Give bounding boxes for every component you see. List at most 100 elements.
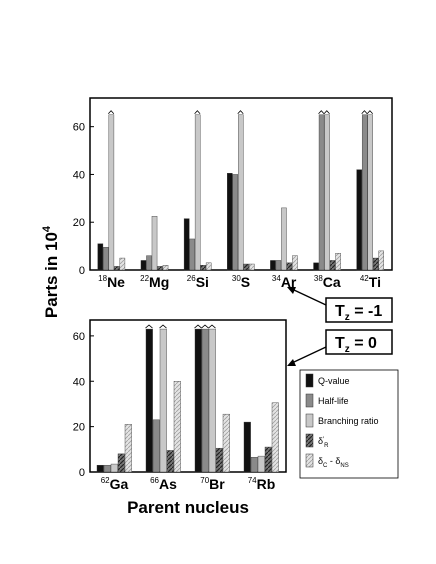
bar-half-life <box>189 238 195 271</box>
bar-break-mark <box>159 324 167 329</box>
bar-half-life <box>152 419 160 473</box>
bar-half-life <box>103 247 109 271</box>
bar-q-value <box>140 260 147 271</box>
bar-q-value <box>194 328 202 473</box>
bar-branching-ratio <box>194 114 201 271</box>
bar-delta-c <box>378 250 384 271</box>
y-tick-label: 40 <box>73 169 85 181</box>
tz-minus1-arrow <box>293 289 327 306</box>
bar-break-mark <box>323 110 330 114</box>
bar-delta-r <box>264 446 272 473</box>
legend: Q-value Half-life Branching ratio δ′R δC - δ… <box>299 369 399 479</box>
category-label: 30S <box>232 274 250 290</box>
tz-zero-label: Tz = 0 <box>335 335 377 355</box>
tz-zero-box <box>325 329 393 355</box>
legend-label-branching-ratio: Branching ratio <box>318 416 379 426</box>
bar-q-value <box>183 218 190 271</box>
bar-half-life <box>318 114 325 271</box>
legend-label-q-value: Q-value <box>318 376 350 386</box>
y-tick-label: 40 <box>73 376 85 388</box>
bar-branching-ratio <box>208 328 216 473</box>
tz-minus1-label: Tz = -1 <box>335 303 382 323</box>
bar-q-value <box>313 262 319 271</box>
bar-delta-c <box>222 413 230 473</box>
bar-break-mark <box>237 110 244 114</box>
bar-delta-r <box>329 260 336 271</box>
bar-branching-ratio <box>151 216 158 271</box>
bar-break-mark <box>194 324 202 329</box>
category-label: 18Ne <box>98 274 125 290</box>
bar-delta-r <box>166 450 174 473</box>
category-label: 66As <box>150 476 177 492</box>
legend-swatch-half-life <box>305 393 314 408</box>
bar-branching-ratio <box>238 114 244 271</box>
bar-delta-r <box>114 266 120 271</box>
bar-break-mark <box>201 324 209 329</box>
category-label: 22Mg <box>140 274 169 290</box>
bar-delta-c <box>249 263 255 271</box>
bar-branching-ratio <box>110 463 118 473</box>
bar-delta-r <box>117 453 125 473</box>
y-tick-label: 60 <box>73 122 85 134</box>
legend-swatch-q-value <box>305 373 314 388</box>
y-tick-label: 60 <box>73 331 85 343</box>
bar-branching-ratio <box>281 207 287 271</box>
bar-delta-r <box>286 262 293 271</box>
legend-label-delta-c: δC - δNS <box>318 456 349 469</box>
tz-zero-arrow <box>293 346 327 363</box>
bar-delta-c <box>119 257 126 271</box>
bar-q-value <box>243 421 251 473</box>
bar-half-life <box>361 114 368 271</box>
bar-branching-ratio <box>257 455 265 473</box>
panel-bottom-frame <box>89 319 287 473</box>
y-axis-title: Parts in 104 <box>41 225 61 318</box>
bar-break-mark <box>361 110 368 114</box>
legend-label-half-life: Half-life <box>318 396 349 406</box>
legend-swatch-branching-ratio <box>305 413 314 428</box>
bar-delta-c <box>173 381 181 473</box>
category-label: 34Ar <box>272 274 297 290</box>
y-tick-label: 0 <box>79 265 85 277</box>
legend-swatch-delta-r <box>305 433 314 448</box>
bar-break-mark <box>145 324 153 329</box>
bar-half-life <box>250 457 258 473</box>
bar-q-value <box>227 173 233 271</box>
category-label: 62Ga <box>101 476 129 492</box>
category-label: 38Ca <box>314 274 341 290</box>
bar-delta-c <box>335 253 341 271</box>
bar-half-life <box>232 174 239 271</box>
legend-box <box>299 369 399 479</box>
bar-branching-ratio <box>108 114 115 271</box>
bar-half-life <box>146 255 152 271</box>
category-label: 74Rb <box>248 476 276 492</box>
tz-zero-annotation: Tz = 0 <box>287 329 393 366</box>
bottom-panel: 0 20 40 60 62Ga 66As 70Br 74Rb <box>73 319 287 492</box>
bar-branching-ratio <box>324 114 330 271</box>
bar-half-life <box>275 260 282 271</box>
y-tick-label: 20 <box>73 422 85 434</box>
bar-delta-c <box>292 255 298 271</box>
bar-q-value <box>96 464 104 473</box>
bar-branching-ratio <box>367 114 373 271</box>
category-label: 42Ti <box>360 274 381 290</box>
bar-q-value <box>145 328 153 473</box>
bar-delta-c <box>271 402 279 473</box>
tz-minus1-box <box>325 297 393 323</box>
bar-break-mark <box>108 110 115 114</box>
bar-delta-r <box>243 263 250 271</box>
legend-label-delta-r: δ′R <box>318 436 329 449</box>
bar-q-value <box>270 260 276 271</box>
bar-delta-r <box>215 447 223 473</box>
bar-half-life <box>103 464 111 473</box>
bar-delta-r <box>372 257 379 271</box>
bar-q-value <box>356 169 362 271</box>
bar-half-life <box>201 328 209 473</box>
bar-delta-c <box>205 262 212 271</box>
tz-minus1-arrowhead <box>287 287 296 294</box>
bar-break-mark <box>318 110 325 114</box>
tz-zero-arrowhead <box>287 359 296 366</box>
y-tick-label: 20 <box>73 217 85 229</box>
x-axis-title: Parent nucleus <box>127 498 249 517</box>
bar-delta-c <box>124 424 132 473</box>
